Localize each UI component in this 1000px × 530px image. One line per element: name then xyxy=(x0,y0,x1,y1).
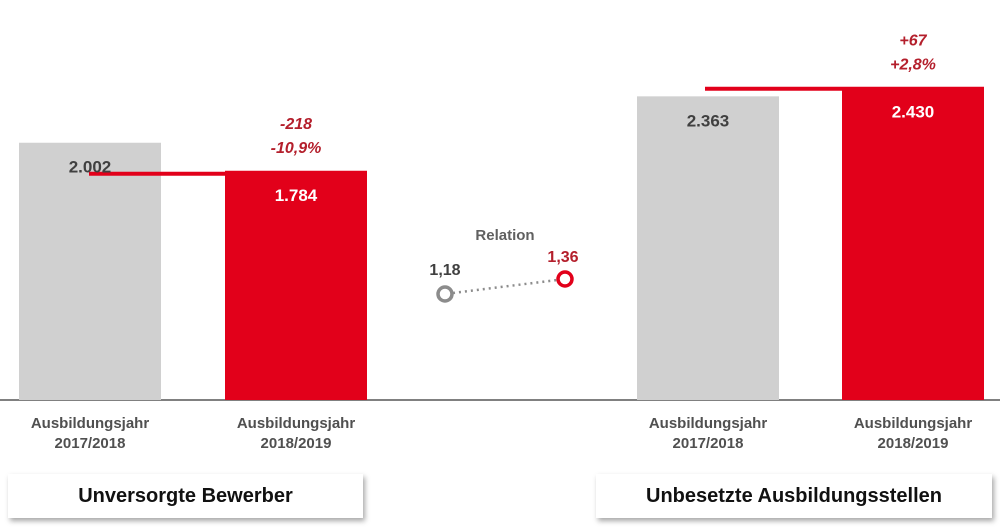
caption-unversorgte-bewerber: Unversorgte Bewerber xyxy=(8,474,363,518)
relation-value-label-1: 1,36 xyxy=(547,249,578,266)
relation-title: Relation xyxy=(475,227,534,244)
bar-bewerber-2018-2019 xyxy=(225,170,367,400)
change-abs-label-1: +67 xyxy=(899,33,927,50)
category-label-0-1-line1: Ausbildungsjahr xyxy=(237,415,356,432)
bar-bewerber-2017-2018 xyxy=(19,142,161,401)
category-label-1-0-line1: Ausbildungsjahr xyxy=(649,415,768,432)
change-abs-label-0: -218 xyxy=(280,116,312,133)
category-label-0-0-line1: Ausbildungsjahr xyxy=(31,415,150,432)
bar-stellen-2018-2019 xyxy=(842,87,984,401)
change-pct-label-0: -10,9% xyxy=(271,140,322,157)
caption-unbesetzte-ausbildungsstellen: Unbesetzte Ausbildungsstellen xyxy=(596,474,992,518)
relation-point-2017-2018 xyxy=(436,285,454,303)
value-label-0-0: 2.002 xyxy=(69,158,112,177)
category-label-1-1-line1: Ausbildungsjahr xyxy=(854,415,973,432)
relation-value-label-0: 1,18 xyxy=(429,262,460,279)
bar-stellen-2017-2018 xyxy=(637,96,779,401)
relation-line xyxy=(452,278,558,295)
value-label-1-0: 2.363 xyxy=(687,111,730,130)
category-label-1-1-line2: 2018/2019 xyxy=(878,435,949,452)
category-label-0-1-line2: 2018/2019 xyxy=(261,435,332,452)
value-label-1-1: 2.430 xyxy=(892,103,935,122)
category-label-1-0-line2: 2017/2018 xyxy=(673,435,744,452)
value-label-0-1: 1.784 xyxy=(275,186,318,205)
relation-point-2018-2019 xyxy=(556,270,574,288)
category-label-0-0-line2: 2017/2018 xyxy=(55,435,126,452)
change-pct-label-1: +2,8% xyxy=(890,57,936,74)
